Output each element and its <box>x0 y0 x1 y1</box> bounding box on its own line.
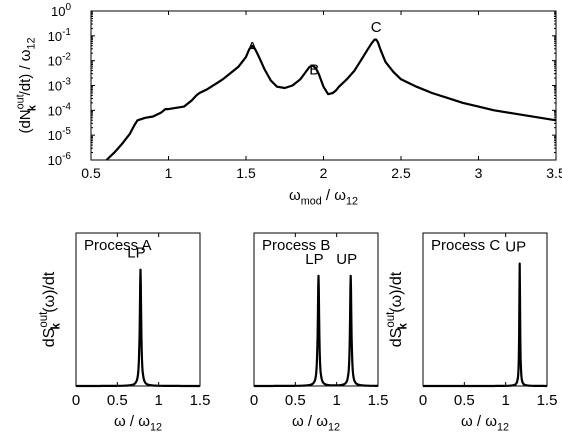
panel-1-x-axis-title-base: ω <box>114 413 126 430</box>
panel-3-x-tick-label: 1 <box>501 392 509 409</box>
main-x-axis-title-base: ω <box>289 187 301 204</box>
panel-1-peak-label-lp: LP <box>127 245 145 262</box>
main-y-tick-base: 10 <box>48 128 62 143</box>
panel-1-x-axis-title-sub2: 12 <box>150 422 162 433</box>
main-y-axis-title: (dNoutk/dt) / ω12 <box>14 37 38 133</box>
peak-label-c: C <box>371 19 382 36</box>
panel-3-peak-label-up: UP <box>505 239 526 256</box>
panel-3-y-axis-title-base: dS <box>388 328 405 348</box>
main-y-tick-label: 10-5 <box>48 126 72 143</box>
main-x-axis-title-sub: mod <box>301 196 322 208</box>
panel-1-y-axis-title-text: (ω)/dt <box>41 271 58 312</box>
panel-1-series-line <box>75 268 201 388</box>
main-x-tick-label: 1.5 <box>236 165 256 181</box>
main-x-tick-label: 3.5 <box>546 165 562 181</box>
panel-1-x-tick-label: 0 <box>72 392 80 409</box>
main-y-tick-base: 10 <box>48 103 62 118</box>
panel-1-y-axis-title: dSoutk (ω)/dt <box>38 271 63 347</box>
panel-1-x-axis-title-text: / ω <box>126 413 151 430</box>
panel-2-peak-label-up: UP <box>336 251 357 268</box>
main-y-tick-exp: -6 <box>62 151 71 162</box>
main-y-axis-title-sup: out <box>14 94 26 109</box>
panel-3-x-axis-title-base: ω <box>461 413 473 430</box>
peak-label-b: B <box>309 61 319 78</box>
panel-1-frame <box>75 232 201 387</box>
panel-3-y-axis-title-sub: k <box>398 322 410 329</box>
main-y-tick-base: 10 <box>48 79 62 94</box>
main-x-tick-label: 2.5 <box>391 165 411 181</box>
panel-2-x-axis-title-sub2: 12 <box>328 422 340 433</box>
panel-1-y-axis-title-sub: k <box>51 322 63 329</box>
main-y-tick-label: 10-2 <box>48 52 72 69</box>
main-y-axis-title-sub2: 12 <box>26 37 38 49</box>
main-x-tick-label: 0.5 <box>81 165 101 181</box>
panel-1-title: Process A <box>84 237 152 254</box>
panel-1-x-axis-title: ω / ω12 <box>114 413 162 433</box>
main-x-tick-label: 3 <box>475 165 483 181</box>
panel-3-y-axis-title-text: (ω)/dt <box>388 271 405 312</box>
panel-2-x-tick-label: 0 <box>250 392 258 409</box>
panel-2-series-line <box>253 274 379 388</box>
peak-label-a: A <box>247 39 257 56</box>
main-x-tick-label: 2 <box>320 165 328 181</box>
panel-3-x-axis-title-sub2: 12 <box>497 422 509 433</box>
panel-2-x-axis-title: ω / ω12 <box>292 413 340 433</box>
panel-3-x-axis-title: ω / ω12 <box>461 413 509 433</box>
panel-3-x-tick-label: 1.5 <box>537 392 558 409</box>
panel-3-y-axis-title: dSoutk (ω)/dt <box>385 271 410 347</box>
main-y-axis-title-sub: k <box>26 104 38 111</box>
panel-2-x-tick-label: 1.5 <box>368 392 389 409</box>
main-y-tick-base: 10 <box>48 29 62 44</box>
panel-1-y-axis-title-base: dS <box>41 328 58 348</box>
main-y-tick-exp: 0 <box>65 2 71 13</box>
main-y-tick-label: 10-3 <box>48 77 72 94</box>
panel-1-x-tick-label: 1.5 <box>190 392 211 409</box>
panel-3-x-tick-label: 0.5 <box>454 392 475 409</box>
main-x-axis-title: ωmod / ω12 <box>289 187 358 208</box>
main-y-tick-exp: -1 <box>62 27 71 38</box>
panel-3-x-axis-title-text: / ω <box>473 413 498 430</box>
panel-3-y-axis-title-sup: out <box>385 311 397 328</box>
panel-1-y-axis-title-sup: out <box>38 311 50 328</box>
main-y-tick-exp: -4 <box>62 101 71 112</box>
main-x-axis-title-text: / ω <box>322 187 347 204</box>
panel-2-peak-label-lp: LP <box>305 251 323 268</box>
main-y-tick-base: 10 <box>51 4 65 19</box>
main-y-tick-exp: -3 <box>62 77 71 88</box>
main-y-tick-label: 10-1 <box>48 27 72 44</box>
panel-2-x-tick-label: 1 <box>332 392 340 409</box>
panel-1-x-tick-label: 0.5 <box>107 392 128 409</box>
main-y-axis-title-text: /dt) / ω <box>17 49 34 95</box>
panel-3-frame <box>422 232 548 387</box>
panel-3-x-tick-label: 0 <box>419 392 427 409</box>
panel-3-title: Process C <box>431 237 500 254</box>
main-y-tick-base: 10 <box>48 54 62 69</box>
main-y-tick-label: 10-6 <box>48 151 72 168</box>
main-y-tick-exp: -5 <box>62 126 71 137</box>
panel-1-x-tick-label: 1 <box>154 392 162 409</box>
main-y-tick-exp: -2 <box>62 52 71 63</box>
main-series-line <box>105 38 557 161</box>
panel-2-x-axis-title-text: / ω <box>304 413 329 430</box>
main-x-tick-label: 1 <box>165 165 173 181</box>
main-y-tick-base: 10 <box>48 153 62 168</box>
main-y-tick-label: 10-4 <box>48 101 72 118</box>
main-y-axis-title-base: (dN <box>17 109 34 133</box>
main-y-tick-label: 100 <box>51 2 71 19</box>
panel-2-frame <box>253 232 379 387</box>
panel-3-series-line <box>422 262 548 388</box>
main-x-axis-title-sub2: 12 <box>346 196 358 208</box>
panel-2-title: Process B <box>262 237 330 254</box>
panel-2-x-tick-label: 0.5 <box>285 392 306 409</box>
panel-2-x-axis-title-base: ω <box>292 413 304 430</box>
